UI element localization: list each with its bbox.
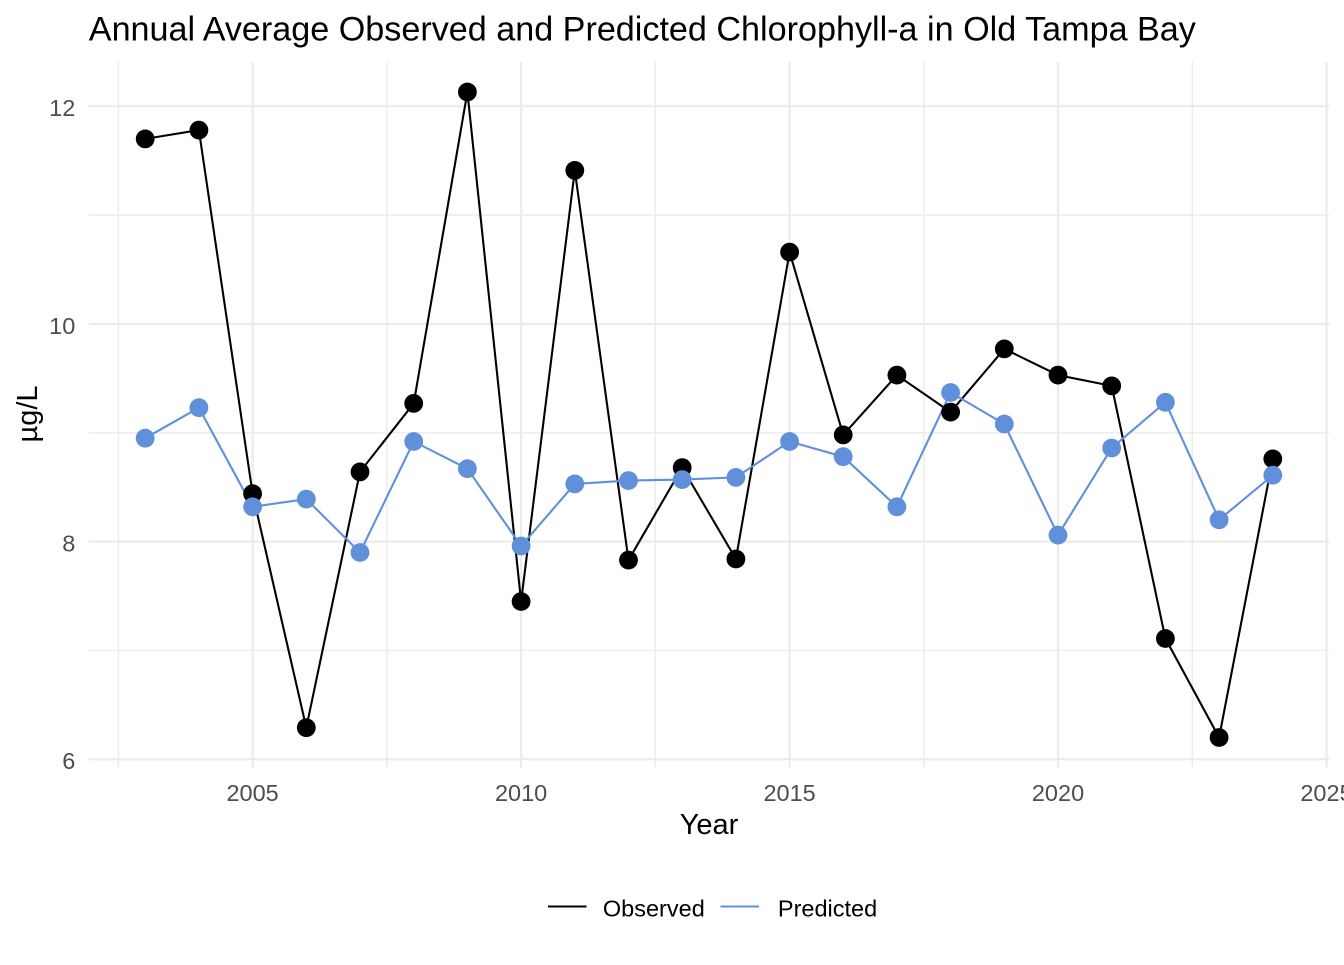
svg-text:2025: 2025 [1300,780,1344,806]
svg-text:10: 10 [49,313,75,339]
svg-text:12: 12 [49,95,75,121]
svg-text:8: 8 [62,531,75,557]
svg-text:Predicted: Predicted [778,895,877,921]
svg-text:Observed: Observed [603,895,705,921]
svg-text:Annual Average Observed and Pr: Annual Average Observed and Predicted Ch… [89,11,1196,49]
svg-text:2020: 2020 [1032,780,1084,806]
svg-text:2015: 2015 [763,780,815,806]
svg-text:µg/L: µg/L [12,385,44,442]
svg-text:2005: 2005 [226,780,278,806]
svg-text:6: 6 [62,748,75,774]
svg-text:Year: Year [680,809,739,841]
svg-text:2010: 2010 [495,780,547,806]
